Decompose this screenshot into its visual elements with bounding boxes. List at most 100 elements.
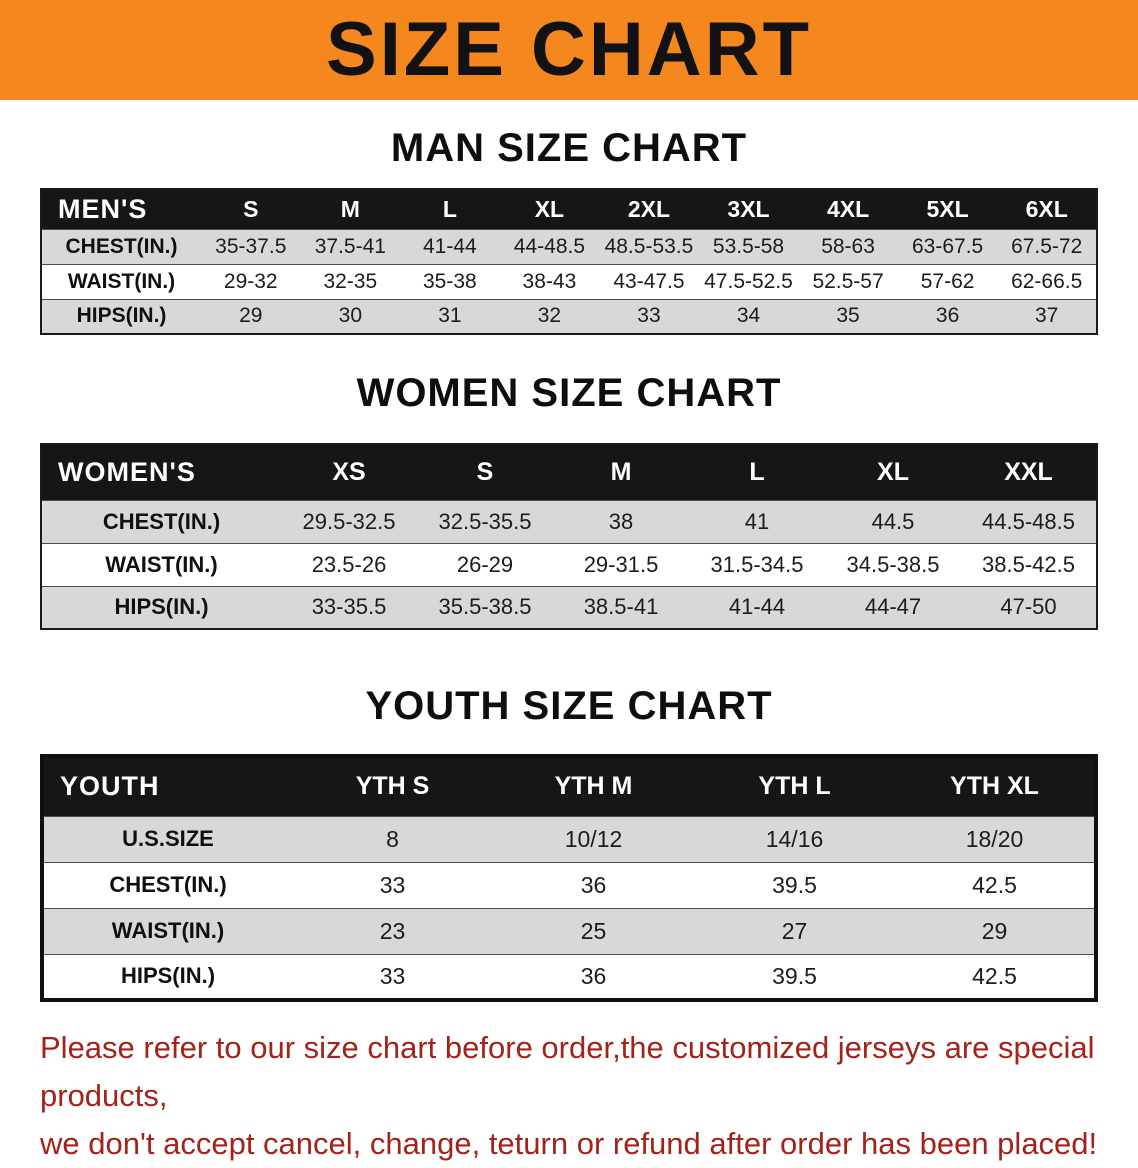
size-value: 35-37.5 [201,228,301,264]
size-value: 27 [694,907,895,954]
column-header: YTH XL [895,756,1096,816]
column-header: 6XL [997,189,1097,229]
column-header: 5XL [897,189,998,229]
column-header: S [417,444,553,500]
size-value: 31.5-34.5 [689,542,825,586]
size-value: 62-66.5 [997,263,1097,299]
size-value: 29-31.5 [553,542,689,586]
size-value: 36 [897,298,998,334]
row-label: WAIST(IN.) [42,907,292,954]
table-row: WAIST(IN.) 23 25 27 29 [42,907,1096,954]
size-value: 43-47.5 [599,263,699,299]
size-value: 29.5-32.5 [281,499,417,543]
women-section-title: WOMEN SIZE CHART [356,371,782,415]
size-value: 23.5-26 [281,542,417,586]
column-header: YTH S [292,756,493,816]
table-corner-label: MEN'S [41,189,201,229]
column-header: 2XL [599,189,699,229]
men-size-table: MEN'S S M L XL 2XL 3XL 4XL 5XL 6XL CHEST(IN.) 35-37… [40,188,1098,335]
size-value: 32-35 [300,263,401,299]
size-value: 41-44 [400,228,500,264]
size-value: 26-29 [417,542,553,586]
table-row: WAIST(IN.) 29-32 32-35 35-38 38-43 43-47.5 47.… [41,263,1097,299]
women-size-table: WOMEN'S XS S M L XL XXL CHEST(IN.) 29.5-32.5 32.5… [40,443,1098,630]
column-header: YTH L [694,756,895,816]
row-label: WAIST(IN.) [41,263,201,299]
size-value: 57-62 [897,263,998,299]
column-header: M [553,444,689,500]
youth-size-section: YOUTH SIZE CHART YOUTH YTH S YTH M YTH L YTH… [0,682,1138,1002]
size-value: 29 [201,298,301,334]
size-value: 58-63 [798,228,898,264]
size-value: 33 [292,861,493,908]
size-value: 32.5-35.5 [417,499,553,543]
size-value: 8 [292,815,493,862]
size-value: 42.5 [895,953,1096,1000]
column-header: YTH M [493,756,694,816]
table-corner-label: YOUTH [42,756,292,816]
size-value: 30 [300,298,401,334]
table-header-row: WOMEN'S XS S M L XL XXL [41,444,1097,500]
row-label: WAIST(IN.) [41,542,281,586]
size-value: 37 [997,298,1097,334]
size-value: 35-38 [400,263,500,299]
size-value: 31 [400,298,500,334]
table-row: CHEST(IN.) 29.5-32.5 32.5-35.5 38 41 44.5 44.5… [41,499,1097,543]
size-value: 36 [493,861,694,908]
size-value: 33-35.5 [281,585,417,629]
disclaimer-line-2: we don't accept cancel, change, teturn o… [40,1126,1098,1162]
youth-size-table: YOUTH YTH S YTH M YTH L YTH XL U.S.SIZE 8 10/12… [40,754,1098,1002]
column-header: 4XL [798,189,898,229]
column-header: 3XL [698,189,799,229]
size-value: 39.5 [694,953,895,1000]
table-row: WAIST(IN.) 23.5-26 26-29 29-31.5 31.5-34.5 34… [41,542,1097,586]
table-header-row: MEN'S S M L XL 2XL 3XL 4XL 5XL 6XL [41,189,1097,229]
row-label: U.S.SIZE [42,815,292,862]
column-header: XXL [961,444,1097,500]
row-label: CHEST(IN.) [41,499,281,543]
size-value: 44.5 [825,499,961,543]
size-chart-banner: SIZE CHART [0,0,1138,100]
size-value: 67.5-72 [997,228,1097,264]
size-value: 38.5-41 [553,585,689,629]
disclaimer-line-1: Please refer to our size chart before or… [40,1030,1095,1114]
size-value: 34 [698,298,799,334]
column-header: XS [281,444,417,500]
size-value: 33 [292,953,493,1000]
size-value: 47-50 [961,585,1097,629]
size-value: 29-32 [201,263,301,299]
size-value: 47.5-52.5 [698,263,799,299]
row-label: CHEST(IN.) [42,861,292,908]
size-value: 37.5-41 [300,228,401,264]
column-header: XL [499,189,600,229]
size-value: 41-44 [689,585,825,629]
size-value: 32 [499,298,600,334]
size-value: 42.5 [895,861,1096,908]
table-header-row: YOUTH YTH S YTH M YTH L YTH XL [42,756,1096,816]
column-header: L [400,189,500,229]
size-value: 29 [895,907,1096,954]
size-value: 35.5-38.5 [417,585,553,629]
youth-section-title: YOUTH SIZE CHART [365,684,773,728]
column-header: XL [825,444,961,500]
men-section-title: MAN SIZE CHART [390,126,748,170]
row-label: HIPS(IN.) [41,298,201,334]
size-value: 33 [599,298,699,334]
size-value: 10/12 [493,815,694,862]
table-row: HIPS(IN.) 29 30 31 32 33 34 35 36 37 [41,298,1097,334]
size-value: 44-47 [825,585,961,629]
table-row: CHEST(IN.) 33 36 39.5 42.5 [42,861,1096,908]
table-row: HIPS(IN.) 33 36 39.5 42.5 [42,953,1096,1000]
disclaimer-note: Please refer to our size chart before or… [40,1024,1110,1168]
size-value: 48.5-53.5 [599,228,699,264]
size-value: 18/20 [895,815,1096,862]
size-value: 36 [493,953,694,1000]
women-size-section: WOMEN SIZE CHART WOMEN'S XS S M L XL XXL CHEST(… [0,369,1138,630]
column-header: M [300,189,401,229]
size-value: 38 [553,499,689,543]
row-label: CHEST(IN.) [41,228,201,264]
table-row: HIPS(IN.) 33-35.5 35.5-38.5 38.5-41 41-44 44-… [41,585,1097,629]
size-value: 34.5-38.5 [825,542,961,586]
size-value: 44-48.5 [499,228,600,264]
table-row: U.S.SIZE 8 10/12 14/16 18/20 [42,815,1096,862]
